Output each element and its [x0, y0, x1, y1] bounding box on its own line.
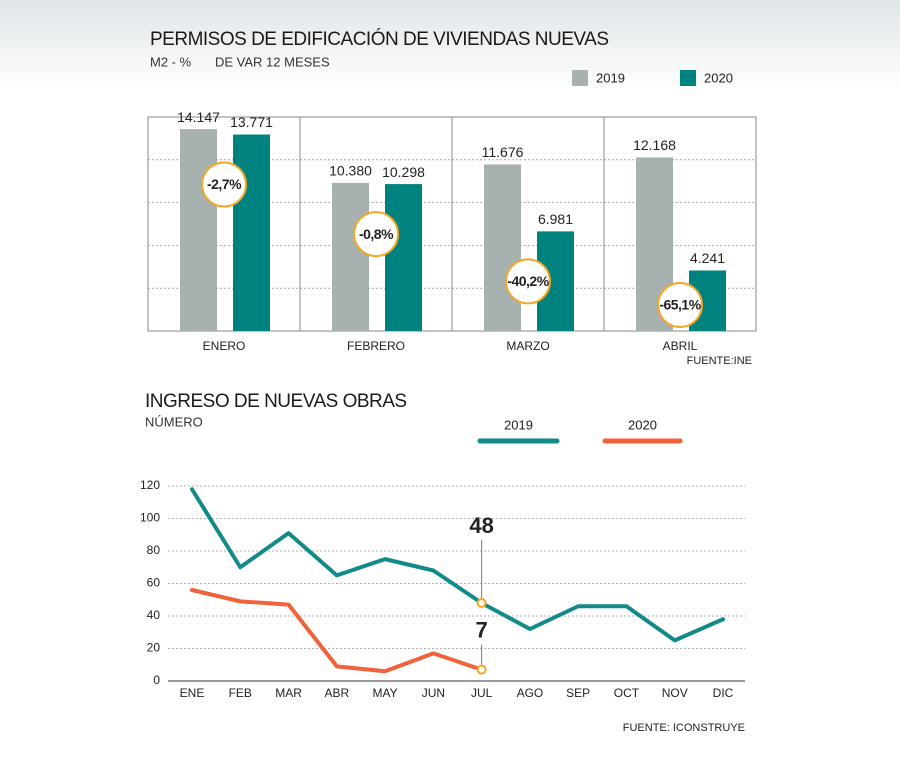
x-tick-label: ENERO — [203, 339, 246, 353]
bar — [332, 182, 369, 331]
highlight-point — [476, 598, 487, 608]
y-tick-label: 100 — [140, 511, 160, 525]
y-tick-label: 80 — [147, 543, 161, 557]
legend-label: 2020 — [704, 70, 733, 85]
highlight-point — [476, 664, 487, 675]
change-label: -0,8% — [359, 226, 394, 242]
value-label: 11.676 — [482, 144, 524, 160]
subtitle: NÚMERO — [145, 414, 203, 429]
source: FUENTE: ICONSTRUYE — [623, 722, 745, 734]
change-label: -40,2% — [507, 273, 549, 289]
value-label: 13.771 — [230, 114, 273, 130]
change-label: -2,7% — [207, 176, 242, 192]
x-tick-label: SEP — [566, 686, 590, 700]
x-tick-label: AGO — [517, 686, 544, 700]
units: M2 - % — [150, 54, 192, 69]
x-tick-label: ABRIL — [663, 339, 698, 353]
x-tick-label: JUN — [422, 686, 445, 700]
value-label: 12.168 — [633, 137, 676, 153]
change-badge — [505, 258, 551, 305]
value-label: 14.147 — [177, 109, 220, 125]
x-tick-label: OCT — [614, 686, 640, 700]
value-label: 6.981 — [538, 211, 573, 227]
line — [190, 588, 484, 674]
bar — [233, 134, 270, 331]
x-tick-label: ENE — [180, 686, 205, 700]
change-label: -65,1% — [659, 297, 701, 313]
y-tick-label: 60 — [147, 576, 161, 590]
value-label: 10.380 — [329, 163, 372, 179]
value-label: 4.241 — [690, 250, 725, 266]
change-badge — [353, 211, 399, 258]
legend-swatch — [572, 70, 588, 86]
x-tick-label: MARZO — [506, 339, 549, 353]
legend-swatch — [680, 70, 696, 86]
line — [190, 487, 725, 643]
x-tick-label: MAY — [373, 686, 398, 700]
legend-label: 2020 — [628, 417, 657, 432]
x-tick-label: FEB — [229, 686, 252, 700]
data-label: 48 — [469, 513, 493, 538]
subtitle: DE VAR 12 MESES — [215, 54, 330, 69]
x-tick-label: JUL — [471, 686, 493, 700]
x-tick-label: ABR — [324, 686, 349, 700]
bar — [180, 129, 217, 331]
change-badge — [201, 161, 247, 208]
y-tick-label: 120 — [140, 478, 160, 492]
bar — [385, 184, 422, 331]
value-label: 10.298 — [382, 164, 425, 180]
y-tick-label: 20 — [147, 641, 161, 655]
x-tick-label: NOV — [662, 686, 688, 700]
chart-title: INGRESO DE NUEVAS OBRAS — [145, 391, 407, 412]
x-tick-label: DIC — [713, 686, 734, 700]
y-tick-label: 40 — [147, 608, 161, 622]
source: FUENTE:INE — [687, 355, 752, 367]
background — [0, 0, 900, 90]
data-label: 7 — [476, 617, 488, 642]
bar — [484, 164, 521, 331]
y-tick-label: 0 — [153, 673, 160, 687]
legend-label: 2019 — [596, 70, 625, 85]
x-tick-label: MAR — [275, 686, 302, 700]
change-badge — [657, 282, 703, 328]
legend-label: 2019 — [504, 417, 533, 432]
x-tick-label: FEBRERO — [347, 339, 405, 353]
chart-title: PERMISOS DE EDIFICACIÓN DE VIVIENDAS NUE… — [150, 28, 609, 50]
